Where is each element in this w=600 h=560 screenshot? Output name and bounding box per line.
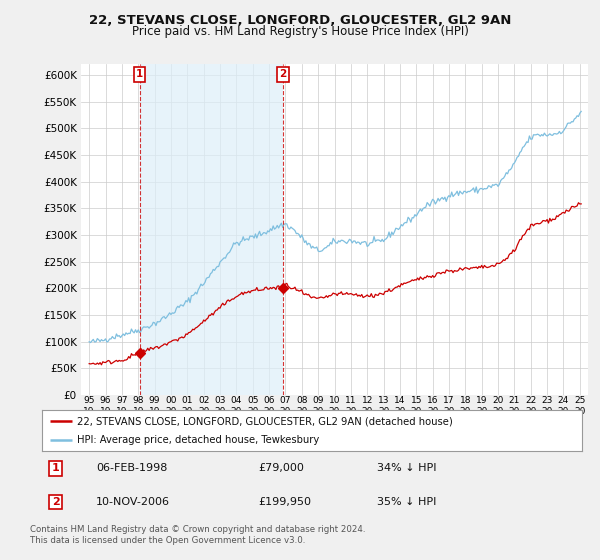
- Text: 06-FEB-1998: 06-FEB-1998: [96, 463, 167, 473]
- Text: 22, STEVANS CLOSE, LONGFORD, GLOUCESTER, GL2 9AN (detached house): 22, STEVANS CLOSE, LONGFORD, GLOUCESTER,…: [77, 417, 453, 426]
- Text: £199,950: £199,950: [258, 497, 311, 507]
- Text: 1: 1: [52, 463, 59, 473]
- Text: HPI: Average price, detached house, Tewkesbury: HPI: Average price, detached house, Tewk…: [77, 435, 319, 445]
- Text: £79,000: £79,000: [258, 463, 304, 473]
- Text: 10-NOV-2006: 10-NOV-2006: [96, 497, 170, 507]
- Text: 1: 1: [136, 69, 143, 80]
- Text: 2: 2: [279, 69, 286, 80]
- Text: 34% ↓ HPI: 34% ↓ HPI: [377, 463, 436, 473]
- Text: 2: 2: [52, 497, 59, 507]
- Text: 22, STEVANS CLOSE, LONGFORD, GLOUCESTER, GL2 9AN: 22, STEVANS CLOSE, LONGFORD, GLOUCESTER,…: [89, 14, 511, 27]
- Text: Price paid vs. HM Land Registry's House Price Index (HPI): Price paid vs. HM Land Registry's House …: [131, 25, 469, 38]
- Bar: [140, 64, 283, 395]
- Text: 35% ↓ HPI: 35% ↓ HPI: [377, 497, 436, 507]
- Text: Contains HM Land Registry data © Crown copyright and database right 2024.
This d: Contains HM Land Registry data © Crown c…: [30, 525, 365, 545]
